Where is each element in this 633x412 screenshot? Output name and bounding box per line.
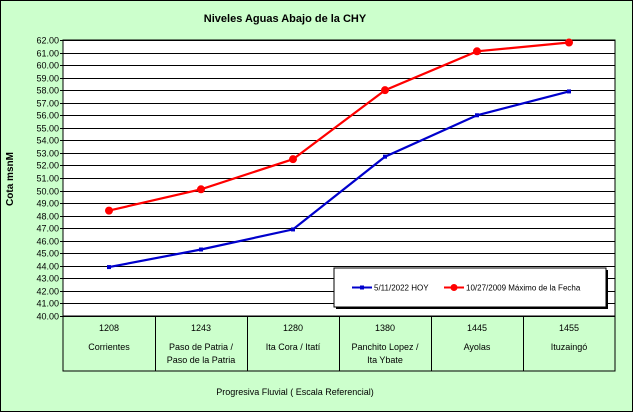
x-tick-name: Ayolas [464, 342, 491, 352]
y-tick-label: 40.00 [36, 312, 59, 322]
y-tick-label: 47.00 [36, 224, 59, 234]
data-point [567, 89, 571, 94]
data-point [199, 247, 203, 252]
y-tick-label: 48.00 [36, 212, 59, 222]
y-tick-label: 61.00 [36, 49, 59, 59]
y-tick-label: 45.00 [36, 249, 59, 259]
y-tick-label: 41.00 [36, 299, 59, 309]
y-tick-label: 52.00 [36, 161, 59, 171]
x-tick-code: 1280 [283, 323, 303, 333]
y-tick-label: 51.00 [36, 174, 59, 184]
x-tick-code: 1380 [375, 323, 395, 333]
y-tick-label: 50.00 [36, 187, 59, 197]
y-tick-label: 44.00 [36, 262, 59, 272]
series-line [108, 41, 570, 212]
y-tick-label: 56.00 [36, 111, 59, 121]
data-point [475, 113, 479, 118]
x-tick-name: Ituzaingó [551, 342, 588, 352]
y-tick-label: 49.00 [36, 199, 59, 209]
x-tick-code: 1445 [467, 323, 487, 333]
x-tick-name: Ita Ybate [367, 355, 403, 365]
y-tick-label: 53.00 [36, 149, 59, 159]
series-line [108, 90, 570, 269]
data-point [289, 155, 297, 164]
data-point [197, 185, 205, 194]
x-tick-code: 1455 [559, 323, 579, 333]
y-tick-label: 46.00 [36, 237, 59, 247]
legend-label: 10/27/2009 Máximo de la Fecha [466, 284, 581, 293]
y-tick-label: 55.00 [36, 124, 59, 134]
x-axis-title: Progresiva Fluvial ( Escala Referencial) [216, 387, 374, 397]
y-tick-label: 60.00 [36, 61, 59, 71]
y-tick-label: 42.00 [36, 287, 59, 297]
data-point [381, 86, 389, 95]
legend-label: 5/11/2022 HOY [374, 284, 429, 293]
x-tick-name: Paso de la Patria [167, 355, 236, 365]
legend-marker [450, 284, 458, 291]
data-point [107, 265, 111, 270]
x-tick-name: Paso de Patria / [169, 342, 234, 352]
y-tick-label: 54.00 [36, 136, 59, 146]
y-tick-label: 57.00 [36, 99, 59, 109]
data-point [473, 47, 481, 56]
y-tick-label: 59.00 [36, 74, 59, 84]
y-axis-title: Cota msnM [5, 152, 16, 206]
y-tick-label: 58.00 [36, 86, 59, 96]
data-point [565, 38, 573, 47]
chart-title: Niveles Aguas Abajo de la CHY [204, 13, 367, 25]
data-point [105, 206, 113, 215]
x-tick-name: Corrientes [88, 342, 130, 352]
x-tick-name: Panchito Lopez / [351, 342, 419, 352]
y-tick-label: 62.00 [36, 36, 59, 46]
x-tick-code: 1243 [191, 323, 211, 333]
x-tick-code: 1208 [99, 323, 119, 333]
data-point [291, 227, 295, 232]
plot-area: 40.00 41.00 42.00 43.00 44.00 45.00 46.00 47.00… [36, 36, 616, 372]
data-point [383, 154, 387, 159]
legend-box [333, 267, 607, 308]
y-tick-label: 43.00 [36, 274, 59, 284]
x-tick-name: Ita Cora / Itatí [266, 342, 321, 352]
legend-marker [360, 285, 364, 290]
